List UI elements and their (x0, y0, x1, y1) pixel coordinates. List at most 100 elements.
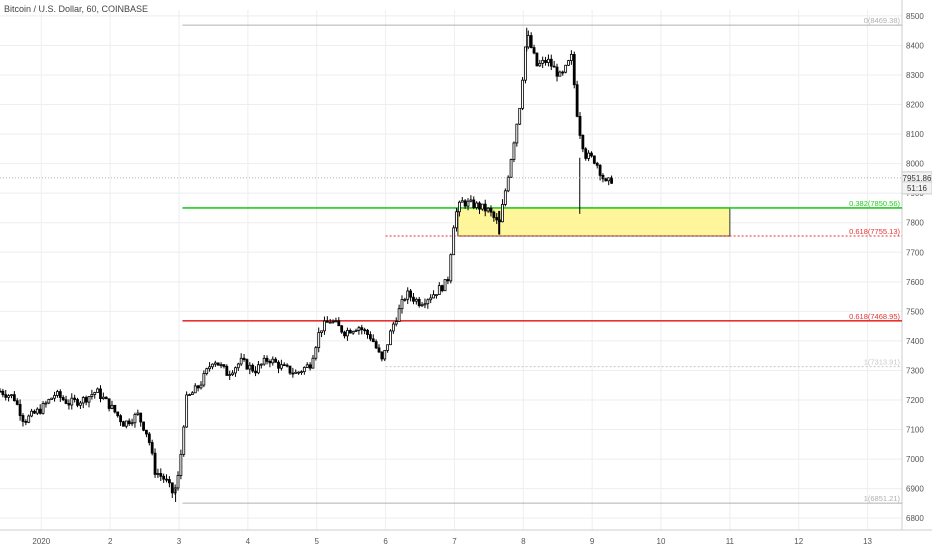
x-tick-label: 13 (863, 537, 872, 546)
candle-body (443, 279, 447, 292)
candle-body (107, 398, 111, 409)
y-tick-label: 7400 (906, 337, 924, 346)
candle-body (239, 357, 243, 365)
candle-body (234, 367, 237, 374)
candle-body (308, 364, 312, 369)
candle-body (354, 330, 358, 332)
current-price-label: 7951.86 (903, 174, 932, 183)
candle-body (274, 358, 278, 363)
candle-body (480, 203, 484, 210)
candle-body (383, 349, 387, 360)
candle-body (472, 199, 476, 208)
candle-body (337, 320, 341, 327)
y-tick-label: 8200 (906, 101, 924, 110)
candle-body (116, 411, 120, 417)
candle-body (343, 331, 346, 337)
candle-body (532, 47, 536, 54)
candle-body (33, 410, 36, 414)
candle-body (4, 394, 8, 398)
candle-body (435, 294, 438, 297)
candle-body (147, 433, 151, 443)
candle-body (457, 201, 461, 213)
candle-body (213, 362, 217, 365)
candle-body (340, 325, 344, 333)
candle-body (1, 390, 5, 396)
candle-body (165, 478, 168, 481)
candle-body (325, 320, 329, 323)
candle-body (254, 370, 257, 374)
candle-body (311, 357, 315, 369)
x-tick-label: 6 (383, 537, 388, 546)
candle-body (380, 351, 384, 360)
candle-body (99, 388, 102, 399)
y-tick-label: 8300 (906, 71, 924, 80)
candle-body (446, 279, 450, 282)
candle-body (7, 395, 11, 398)
candle-body (58, 391, 62, 398)
fib-label-top: 0(8469.38) (864, 16, 901, 25)
candle-body (598, 164, 602, 176)
candle-body (331, 320, 335, 323)
candle-body (607, 177, 611, 182)
candle-body (478, 202, 481, 210)
candle-body (18, 404, 22, 416)
candle-body (409, 290, 412, 298)
candle-body (572, 54, 576, 86)
fib-label-fib-0618-upper: 0.618(7755.13) (849, 227, 900, 236)
candle-body (291, 372, 295, 375)
candle-body (360, 327, 364, 331)
candle-body (394, 321, 398, 325)
x-tick-label: 10 (657, 537, 666, 546)
candle-body (449, 254, 453, 282)
candle-body (397, 308, 401, 322)
candle-body (110, 404, 114, 409)
candle-body (328, 321, 332, 324)
candle-body (90, 394, 94, 397)
candle-body (12, 394, 16, 402)
candle-body (219, 364, 223, 367)
y-tick-label: 8400 (906, 41, 924, 50)
candle-body (225, 365, 229, 376)
y-tick-label: 7300 (906, 366, 924, 375)
candle-body (420, 304, 424, 307)
fib-label-bottom: 1(6851.21) (864, 494, 901, 503)
candle-body (262, 357, 266, 365)
candle-body (300, 371, 303, 374)
candle-body (81, 397, 85, 404)
candle-body (509, 159, 513, 178)
x-tick-label: 3 (177, 537, 182, 546)
candle-body (423, 303, 427, 306)
candle-body (139, 412, 143, 423)
candle-body (211, 363, 214, 368)
candle-body (371, 338, 375, 343)
candle-body (348, 330, 352, 334)
candle-body (277, 361, 280, 369)
fib-label-fib-0618-lower: 0.618(7468.95) (849, 312, 900, 321)
y-tick-label: 7700 (906, 248, 924, 257)
candle-body (271, 358, 275, 364)
y-tick-label: 7800 (906, 219, 924, 228)
candle-body (302, 367, 306, 373)
candle-body (374, 341, 378, 349)
y-tick-label: 7600 (906, 278, 924, 287)
candle-body (64, 399, 68, 404)
candle-body (113, 404, 117, 413)
candle-body (575, 84, 579, 117)
candle-body (47, 399, 51, 404)
candle-body (595, 162, 599, 166)
x-tick-label: 9 (590, 537, 595, 546)
candle-body (35, 408, 39, 414)
x-tick-label: 5 (315, 537, 320, 546)
y-tick-label: 6800 (906, 514, 924, 523)
candle-body (228, 374, 232, 376)
candle-body (185, 394, 189, 428)
candle-body (495, 217, 499, 221)
candle-body (524, 46, 527, 81)
countdown-label: 51:16 (907, 184, 928, 193)
candle-body (578, 115, 582, 136)
candle-body (581, 134, 585, 150)
candle-body (363, 329, 367, 332)
candle-body (248, 364, 252, 370)
candle-body (294, 371, 298, 374)
